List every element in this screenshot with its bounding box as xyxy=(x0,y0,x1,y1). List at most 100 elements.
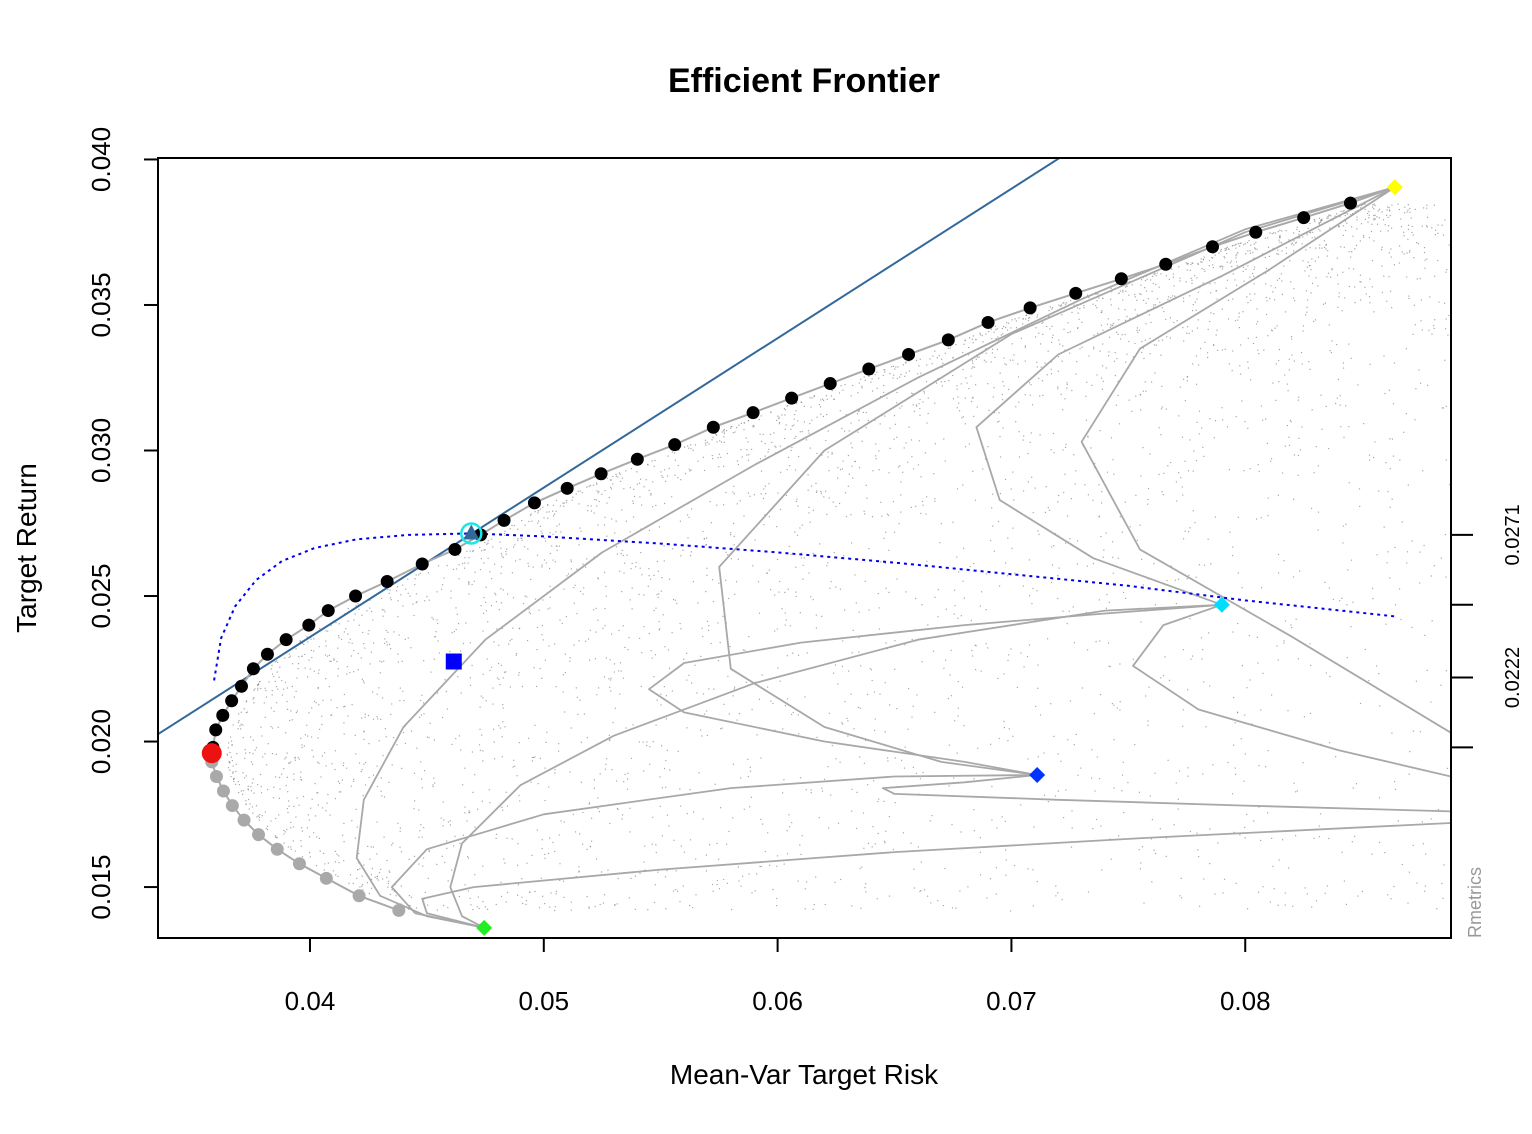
monte-carlo-point xyxy=(820,406,822,408)
monte-carlo-point xyxy=(544,767,546,769)
monte-carlo-point xyxy=(667,649,670,651)
monte-carlo-point xyxy=(1178,578,1180,580)
monte-carlo-point xyxy=(482,697,484,699)
monte-carlo-point xyxy=(966,382,968,384)
monte-carlo-point xyxy=(1237,319,1239,321)
monte-carlo-point xyxy=(720,807,722,809)
monte-carlo-point xyxy=(347,608,349,610)
monte-carlo-point xyxy=(492,687,494,689)
monte-carlo-point xyxy=(1394,781,1396,783)
monte-carlo-point xyxy=(482,900,484,903)
monte-carlo-point xyxy=(238,792,240,794)
monte-carlo-point xyxy=(428,599,430,601)
monte-carlo-point xyxy=(1254,247,1256,249)
monte-carlo-point xyxy=(1058,339,1060,341)
monte-carlo-point xyxy=(486,908,489,910)
monte-carlo-point xyxy=(837,477,839,479)
monte-carlo-point xyxy=(1008,728,1010,730)
monte-carlo-point xyxy=(851,542,853,544)
monte-carlo-point xyxy=(231,740,233,742)
monte-carlo-point xyxy=(1027,453,1029,455)
monte-carlo-point xyxy=(370,887,373,889)
monte-carlo-point xyxy=(504,862,506,864)
monte-carlo-point xyxy=(1176,320,1178,322)
monte-carlo-point xyxy=(308,836,311,838)
monte-carlo-point xyxy=(239,725,241,727)
monte-carlo-point xyxy=(1058,356,1060,358)
monte-carlo-point xyxy=(540,877,542,879)
monte-carlo-point xyxy=(776,905,778,907)
single-asset-point xyxy=(1386,179,1403,196)
monte-carlo-point xyxy=(1309,265,1311,267)
monte-carlo-point xyxy=(679,788,681,790)
monte-carlo-point xyxy=(684,446,686,448)
monte-carlo-point xyxy=(621,549,623,551)
monte-carlo-point xyxy=(786,853,789,855)
monte-carlo-point xyxy=(276,671,278,673)
monte-carlo-point xyxy=(1097,332,1099,334)
monte-carlo-point xyxy=(1149,795,1151,797)
monte-carlo-point xyxy=(1445,576,1447,578)
monte-carlo-point xyxy=(1356,219,1358,221)
monte-carlo-point xyxy=(1147,488,1150,490)
monte-carlo-point xyxy=(1434,234,1436,236)
monte-carlo-point xyxy=(1140,284,1142,286)
monte-carlo-point xyxy=(869,668,871,670)
monte-carlo-point xyxy=(1189,527,1191,529)
monte-carlo-point xyxy=(996,328,998,330)
monte-carlo-point xyxy=(1314,236,1316,238)
monte-carlo-point xyxy=(1184,460,1186,462)
monte-carlo-point xyxy=(363,738,365,741)
monte-carlo-point xyxy=(990,540,992,542)
monte-carlo-point xyxy=(848,430,850,432)
monte-carlo-point xyxy=(229,769,231,771)
monte-carlo-point xyxy=(376,716,378,718)
monte-carlo-point xyxy=(436,909,438,911)
monte-carlo-point xyxy=(1163,472,1165,474)
monte-carlo-point xyxy=(580,741,583,743)
monte-carlo-point xyxy=(1350,559,1353,561)
monte-carlo-point xyxy=(528,611,530,613)
monte-carlo-point xyxy=(552,559,554,561)
monte-carlo-point xyxy=(1134,342,1136,345)
two-asset-curve xyxy=(881,774,1451,813)
monte-carlo-point xyxy=(915,505,917,507)
monte-carlo-point xyxy=(1359,505,1361,507)
monte-carlo-point xyxy=(1038,377,1040,379)
monte-carlo-point xyxy=(1096,300,1098,302)
monte-carlo-point xyxy=(1014,572,1016,574)
monte-carlo-point xyxy=(609,822,611,825)
monte-carlo-point xyxy=(353,780,355,782)
monte-carlo-point xyxy=(1047,506,1049,509)
monte-carlo-point xyxy=(1049,328,1051,330)
x-tick-label: 0.06 xyxy=(752,986,803,1016)
monte-carlo-point xyxy=(848,670,850,672)
monte-carlo-point xyxy=(586,558,588,560)
monte-carlo-point xyxy=(700,729,702,731)
monte-carlo-point xyxy=(232,771,234,773)
monte-carlo-point xyxy=(718,888,720,890)
monte-carlo-point xyxy=(388,880,390,882)
monte-carlo-point xyxy=(854,460,856,462)
monte-carlo-point xyxy=(794,414,796,416)
monte-carlo-point xyxy=(910,842,912,844)
monte-carlo-point xyxy=(1168,296,1170,298)
monte-carlo-point xyxy=(1334,215,1336,217)
monte-carlo-point xyxy=(1385,623,1387,625)
monte-carlo-point xyxy=(825,439,827,442)
monte-carlo-point xyxy=(1140,862,1142,864)
monte-carlo-point xyxy=(788,814,790,816)
monte-carlo-point xyxy=(1105,532,1107,534)
monte-carlo-point xyxy=(610,488,612,490)
monte-carlo-point xyxy=(1199,287,1201,289)
monte-carlo-point xyxy=(926,496,928,498)
monte-carlo-point xyxy=(915,772,918,774)
efficient-frontier-point xyxy=(1343,196,1357,210)
monte-carlo-point xyxy=(1379,208,1381,210)
monte-carlo-point xyxy=(1413,257,1415,259)
monte-carlo-point xyxy=(422,702,425,704)
monte-carlo-point xyxy=(387,631,389,633)
monte-carlo-point xyxy=(1153,849,1155,851)
monte-carlo-point xyxy=(1095,305,1097,307)
monte-carlo-point xyxy=(539,667,541,670)
